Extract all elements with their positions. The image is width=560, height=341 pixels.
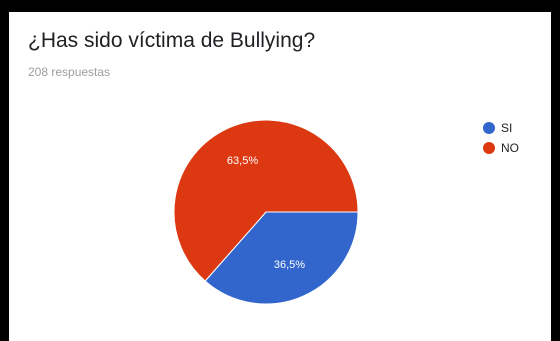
legend-item-no[interactable]: NO <box>483 138 519 158</box>
chart-legend: SI NO <box>483 118 519 158</box>
legend-label-no: NO <box>501 141 519 155</box>
legend-swatch-no <box>483 142 495 154</box>
data-label-no: 63,5% <box>227 155 258 167</box>
pie-slice-si[interactable] <box>204 211 359 305</box>
pie-slice-no[interactable] <box>173 119 359 282</box>
legend-label-si: SI <box>501 121 513 135</box>
legend-item-si[interactable]: SI <box>483 118 519 138</box>
legend-swatch-si <box>483 122 495 134</box>
chart-title: ¿Has sido víctima de Bullying? <box>28 29 316 52</box>
data-label-si: 36,5% <box>274 259 305 271</box>
pie-chart: 36,5% 63,5% <box>173 119 359 305</box>
response-count: 208 respuestas <box>28 65 111 79</box>
